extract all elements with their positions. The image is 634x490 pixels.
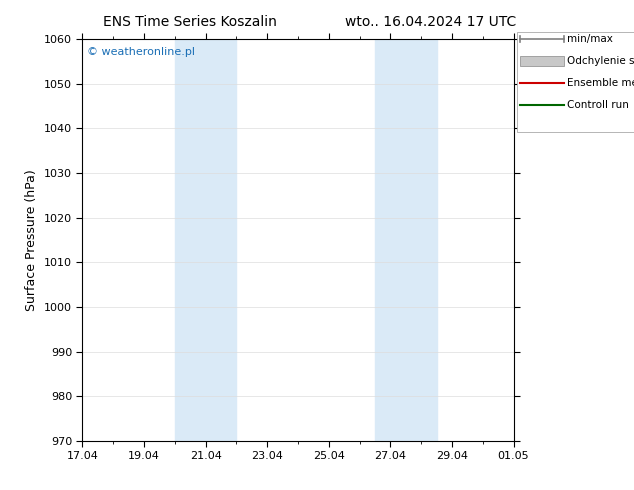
Text: Odchylenie standardowe: Odchylenie standardowe bbox=[567, 56, 634, 66]
Text: Ensemble mean run: Ensemble mean run bbox=[567, 78, 634, 88]
Bar bbox=[175, 39, 236, 441]
Text: min/max: min/max bbox=[567, 34, 613, 44]
Text: wto.. 16.04.2024 17 UTC: wto.. 16.04.2024 17 UTC bbox=[346, 15, 517, 29]
Text: Controll run: Controll run bbox=[567, 100, 630, 110]
Text: Odchylenie standardowe: Odchylenie standardowe bbox=[567, 56, 634, 66]
Text: ENS Time Series Koszalin: ENS Time Series Koszalin bbox=[103, 15, 277, 29]
Text: © weatheronline.pl: © weatheronline.pl bbox=[87, 47, 195, 57]
Bar bbox=[375, 39, 437, 441]
Text: Controll run: Controll run bbox=[567, 100, 630, 110]
Y-axis label: Surface Pressure (hPa): Surface Pressure (hPa) bbox=[25, 169, 38, 311]
Text: Ensemble mean run: Ensemble mean run bbox=[567, 78, 634, 88]
Text: min/max: min/max bbox=[567, 34, 613, 44]
